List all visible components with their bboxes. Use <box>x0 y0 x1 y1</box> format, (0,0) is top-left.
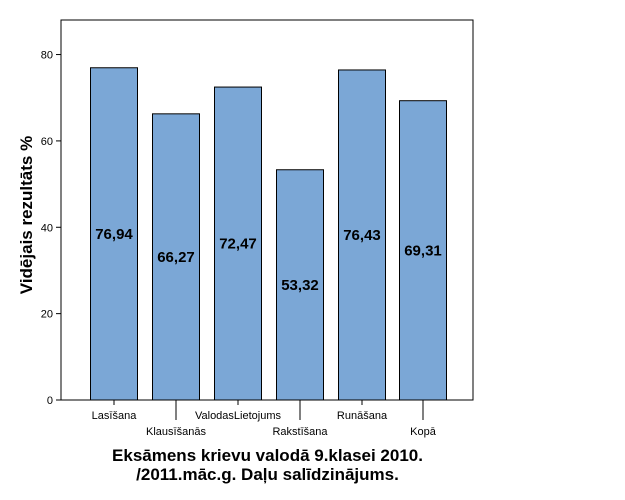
x-category-label: Kopā <box>410 426 437 438</box>
x-category-label: Runāšana <box>337 410 388 422</box>
y-tick-label: 40 <box>41 222 53 234</box>
bars-group: 76,94 66,27 72,47 53,32 76,43 69,31 <box>90 67 447 401</box>
bar <box>276 169 324 401</box>
x-category-label: Rakstīšana <box>272 426 328 438</box>
bar-value-label: 53,32 <box>281 277 319 294</box>
bar <box>152 113 200 401</box>
bar <box>90 67 138 401</box>
y-tick-label: 60 <box>41 136 53 148</box>
x-category-label: Lasīšana <box>92 410 138 422</box>
chart-title: Eksāmens krievu valodā 9.klasei 2010. /2… <box>0 446 535 484</box>
y-axis-title: Vidējais rezultāts % <box>17 136 36 294</box>
bar-value-label: 66,27 <box>157 249 195 266</box>
y-axis: 0 20 40 60 80 <box>41 50 61 407</box>
chart-title-line-2: /2011.māc.g. Daļu salīdzinājums. <box>136 465 399 484</box>
bar <box>399 100 447 401</box>
y-tick-label: 20 <box>41 309 53 321</box>
y-tick-label: 0 <box>47 395 53 407</box>
bar <box>214 86 262 401</box>
bar-value-label: 69,31 <box>404 242 442 259</box>
y-tick-label: 80 <box>41 50 53 62</box>
x-axis: Lasīšana Klausīšanās ValodasLietojums Rakst… <box>92 400 437 438</box>
chart-title-line-1: Eksāmens krievu valodā 9.klasei 2010. <box>112 446 423 465</box>
bar-value-label: 72,47 <box>219 236 257 253</box>
x-category-label: Klausīšanās <box>146 426 206 438</box>
bar-value-label: 76,94 <box>95 226 133 243</box>
bar <box>338 69 386 401</box>
x-category-label: ValodasLietojums <box>195 410 282 422</box>
bar-value-label: 76,43 <box>343 227 381 244</box>
